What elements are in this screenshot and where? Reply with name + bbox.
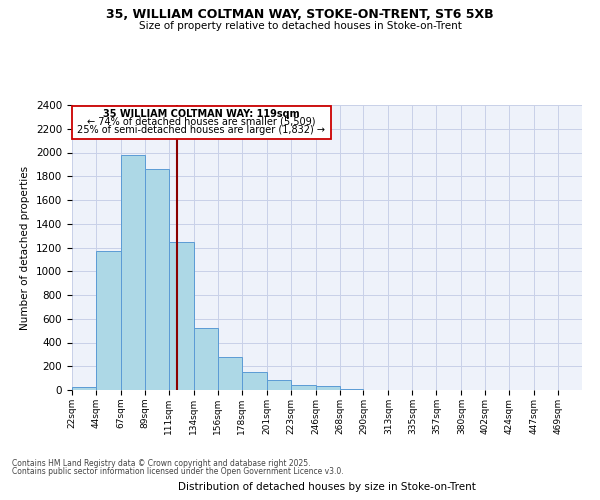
FancyBboxPatch shape — [72, 106, 331, 140]
Text: 25% of semi-detached houses are larger (1,832) →: 25% of semi-detached houses are larger (… — [77, 124, 325, 134]
Bar — [218, 358, 242, 390]
Text: 35, WILLIAM COLTMAN WAY, STOKE-ON-TRENT, ST6 5XB: 35, WILLIAM COLTMAN WAY, STOKE-ON-TRENT,… — [106, 8, 494, 20]
Bar — [72, 387, 96, 390]
Bar — [169, 242, 194, 390]
Text: ← 74% of detached houses are smaller (5,509): ← 74% of detached houses are smaller (5,… — [87, 116, 316, 126]
Text: 35 WILLIAM COLTMAN WAY: 119sqm: 35 WILLIAM COLTMAN WAY: 119sqm — [103, 108, 300, 118]
Bar — [290, 384, 316, 390]
Y-axis label: Number of detached properties: Number of detached properties — [20, 166, 31, 330]
Bar — [121, 155, 145, 390]
Bar — [266, 380, 290, 390]
Text: Distribution of detached houses by size in Stoke-on-Trent: Distribution of detached houses by size … — [178, 482, 476, 492]
Text: Contains HM Land Registry data © Crown copyright and database right 2025.: Contains HM Land Registry data © Crown c… — [12, 458, 311, 468]
Bar — [316, 386, 340, 390]
Bar — [194, 328, 218, 390]
Bar — [242, 372, 266, 390]
Bar — [96, 251, 121, 390]
Text: Contains public sector information licensed under the Open Government Licence v3: Contains public sector information licen… — [12, 467, 344, 476]
Text: Size of property relative to detached houses in Stoke-on-Trent: Size of property relative to detached ho… — [139, 21, 461, 31]
Bar — [145, 169, 169, 390]
